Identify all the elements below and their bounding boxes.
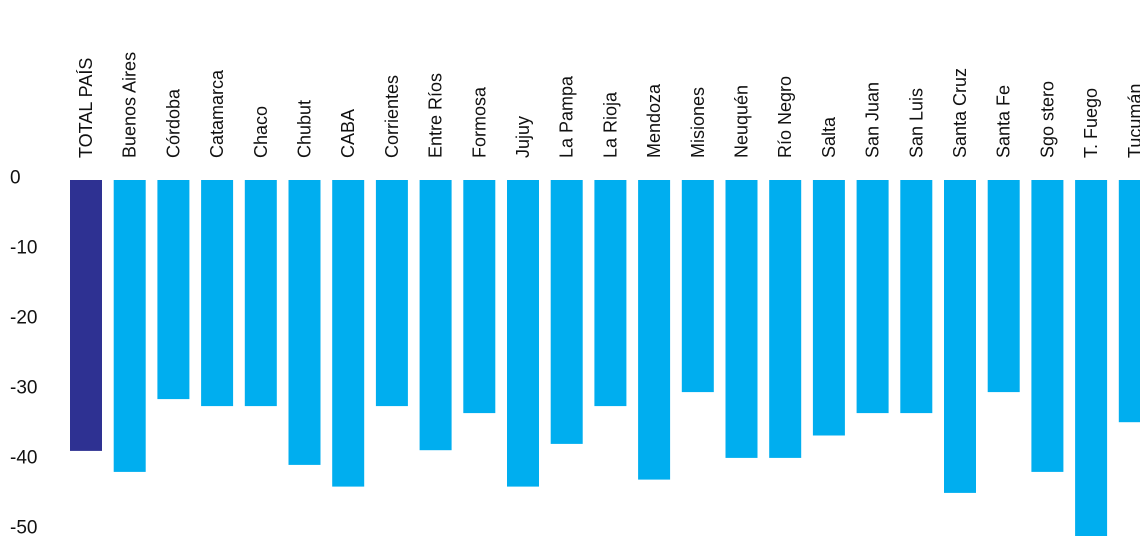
category-label: Mendoza — [644, 83, 664, 158]
category-label: Córdoba — [163, 88, 183, 158]
bar-16 — [769, 180, 802, 458]
bar-19 — [900, 180, 933, 414]
bar-4 — [244, 180, 277, 407]
category-label: TOTAL PAÍS — [76, 58, 96, 158]
category-label: Catamarca — [207, 69, 227, 158]
bar-3 — [201, 180, 234, 407]
bar-6 — [332, 180, 365, 487]
bar-0 — [70, 180, 102, 451]
category-label: Buenos Aires — [120, 52, 140, 158]
category-label: Chaco — [251, 106, 271, 158]
bar-23 — [1075, 180, 1108, 536]
category-label: Salta — [819, 116, 839, 158]
bar-18 — [856, 180, 889, 414]
category-label: Misiones — [688, 87, 708, 158]
category-label: Santa Cruz — [950, 68, 970, 158]
y-tick-label: -10 — [10, 238, 37, 259]
category-label: CABA — [338, 109, 358, 158]
category-label: Corrientes — [382, 75, 402, 158]
category-label: Entre Ríos — [426, 73, 446, 158]
bar-12 — [594, 180, 627, 407]
y-tick-label: -50 — [10, 518, 37, 536]
category-label: Neuquén — [732, 85, 752, 158]
category-label: Formosa — [469, 86, 489, 158]
category-label: Tucumán — [1125, 84, 1140, 158]
bars — [70, 180, 1140, 536]
bar-11 — [550, 180, 583, 444]
bar-9 — [463, 180, 496, 414]
category-label: Chubut — [295, 100, 315, 158]
category-label: San Juan — [863, 82, 883, 158]
bar-24 — [1118, 180, 1140, 423]
bar-21 — [987, 180, 1020, 393]
category-labels: TOTAL PAÍS Buenos Aires Córdoba Catamarca Ch… — [76, 52, 1140, 158]
y-tick-label: 0 — [10, 168, 21, 189]
bar-17 — [812, 180, 845, 436]
bar-10 — [507, 180, 539, 487]
bar-13 — [638, 180, 671, 480]
category-label: La Pampa — [557, 75, 577, 158]
category-label: T. Fuego — [1081, 88, 1101, 158]
bar-2 — [157, 180, 190, 400]
y-axis-ticks: 0 -10 -20 -30 -40 -50 — [10, 168, 37, 536]
category-label: Río Negro — [775, 76, 795, 158]
y-tick-label: -20 — [10, 308, 37, 329]
category-label: La Rioja — [600, 91, 620, 158]
bar-7 — [375, 180, 408, 407]
bar-1 — [113, 180, 146, 472]
bar-15 — [725, 180, 758, 458]
bar-8 — [419, 180, 452, 451]
category-label: San Luis — [906, 88, 926, 158]
bar-5 — [288, 180, 321, 465]
category-label: Santa Fe — [994, 85, 1014, 158]
bar-22 — [1031, 180, 1064, 472]
y-tick-label: -40 — [10, 448, 37, 469]
bar-20 — [944, 180, 976, 493]
category-label: Sgo stero — [1037, 81, 1057, 158]
y-tick-label: -30 — [10, 378, 37, 399]
category-label: Jujuy — [513, 116, 533, 158]
bar-14 — [681, 180, 714, 393]
